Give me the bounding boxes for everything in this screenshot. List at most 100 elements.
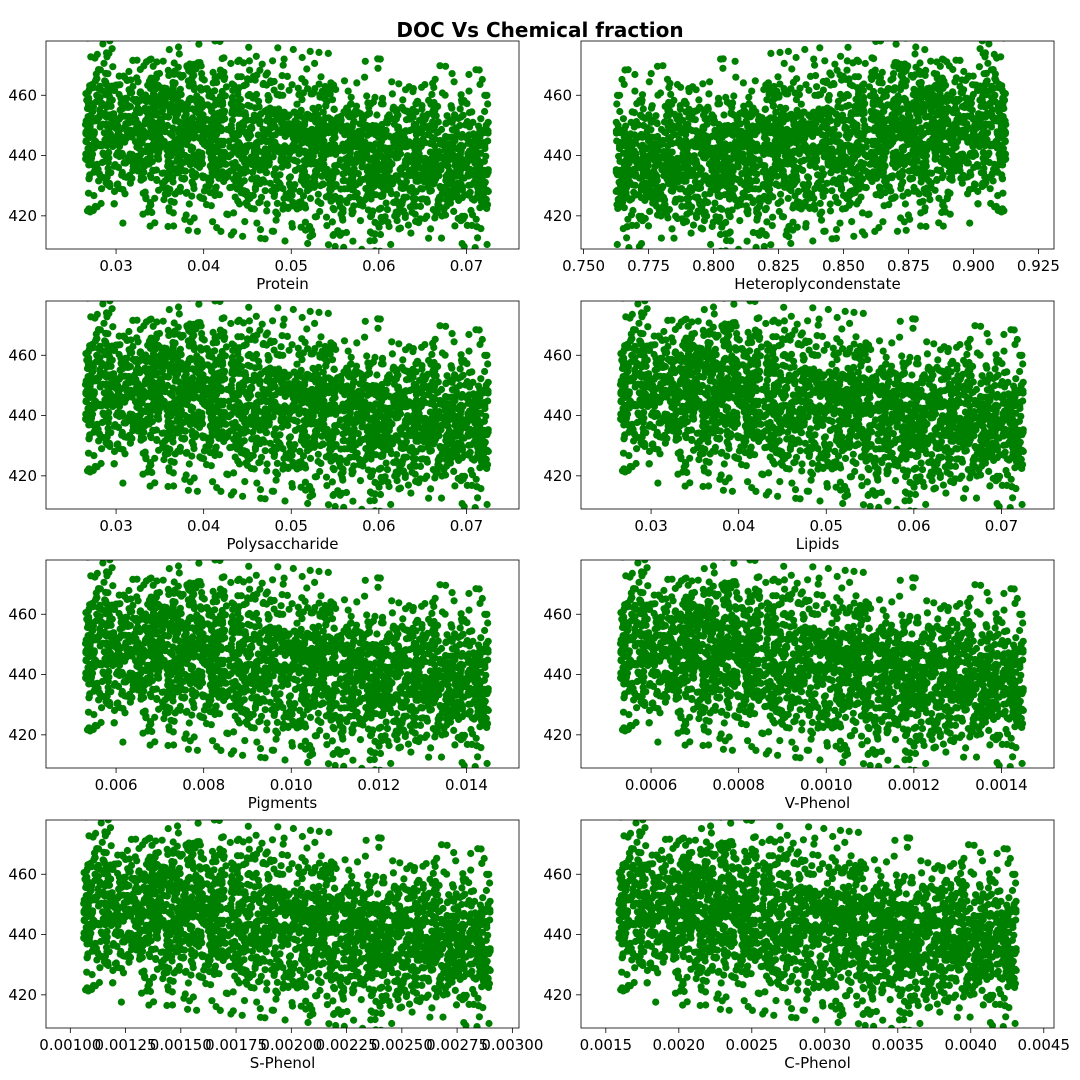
scatter-point [692, 172, 700, 180]
scatter-point [689, 83, 697, 91]
scatter-point [202, 201, 211, 209]
scatter-point [160, 169, 168, 177]
scatter-point [315, 80, 323, 88]
scatter-point [349, 157, 357, 165]
scatter-point [704, 105, 712, 113]
scatter-point [909, 91, 917, 99]
scatter-point [81, 120, 90, 129]
scatter-point [363, 173, 371, 181]
scatter-point [331, 192, 339, 200]
scatter-point [768, 222, 776, 230]
scatter-point [855, 88, 863, 96]
scatter-point [85, 41, 90, 42]
scatter-point [308, 158, 316, 166]
scatter-point [142, 91, 150, 99]
scatter-point [160, 84, 168, 92]
y-tick-label: 440 [8, 147, 37, 165]
scatter-point [826, 200, 834, 208]
scatter-point [346, 193, 354, 201]
scatter-point [964, 190, 972, 198]
scatter-point [877, 87, 885, 95]
scatter-point [688, 115, 697, 123]
scatter-point [1000, 150, 1009, 158]
scatter-point [244, 101, 252, 109]
scatter-point [769, 213, 777, 221]
scatter-point [468, 211, 477, 219]
scatter-point [365, 103, 373, 111]
scatter-point [483, 240, 491, 249]
scatter-point [931, 81, 939, 90]
figure-title: DOC Vs Chemical fraction [396, 18, 683, 42]
scatter-point [423, 195, 431, 203]
scatter-point [336, 202, 344, 210]
scatter-point [323, 222, 331, 230]
scatter-point [657, 234, 666, 242]
scatter-point [689, 166, 697, 175]
scatter-point [230, 163, 238, 171]
scatter-point [316, 116, 324, 124]
scatter-point [220, 68, 228, 76]
scatter-point [115, 152, 123, 161]
scatter-point [195, 110, 203, 118]
scatter-point [369, 98, 377, 106]
scatter-point [805, 120, 813, 128]
scatter-point [763, 218, 771, 226]
scatter-point [767, 241, 775, 249]
scatter-point [452, 172, 460, 180]
scatter-point [477, 225, 485, 233]
scatter-point [676, 185, 684, 193]
scatter-point [322, 125, 330, 133]
scatter-point [190, 214, 198, 222]
scatter-point [388, 78, 396, 86]
scatter-point [847, 187, 855, 195]
scatter-point [228, 93, 236, 102]
scatter-point [448, 70, 456, 78]
scatter-point [156, 129, 164, 137]
scatter-point [481, 107, 489, 116]
scatter-point [413, 252, 420, 259]
scatter-point [623, 234, 631, 242]
scatter-point [949, 65, 957, 74]
scatter-point [980, 26, 987, 33]
scatter-point [760, 150, 768, 159]
scatter-point [206, 162, 214, 170]
scatter-point [216, 41, 224, 46]
scatter-point [381, 160, 389, 168]
scatter-point [720, 111, 728, 119]
scatter-point [933, 176, 941, 184]
scatter-point [169, 89, 177, 97]
scatter-point [442, 62, 450, 70]
scatter-point [239, 127, 247, 135]
scatter-point [728, 130, 736, 138]
scatter-point [244, 134, 253, 142]
scatter-point [129, 82, 137, 91]
scatter-point [361, 73, 369, 81]
scatter-point [178, 131, 186, 139]
scatter-point [163, 121, 172, 130]
scatter-point [981, 53, 989, 61]
x-tick-label: 0.03 [99, 257, 132, 275]
scatter-point [817, 216, 826, 224]
scatter-point [686, 126, 694, 134]
scatter-point [202, 183, 210, 191]
scatter-point [361, 196, 369, 204]
scatter-point [85, 161, 93, 169]
scatter-point [171, 109, 179, 117]
scatter-point [794, 187, 803, 195]
scatter-point [215, 174, 223, 182]
scatter-point [371, 131, 379, 139]
scatter-point [284, 204, 292, 213]
scatter-point [832, 164, 840, 172]
scatter-point [178, 140, 186, 149]
scatter-point [303, 65, 311, 73]
scatter-point [705, 90, 713, 98]
scatter-point [628, 108, 636, 116]
scatter-point [848, 154, 856, 162]
scatter-point [271, 138, 279, 146]
scatter-point [193, 227, 201, 235]
scatter-point [394, 123, 403, 131]
scatter-point [753, 214, 762, 222]
scatter-point [718, 205, 726, 213]
scatter-point [161, 190, 169, 198]
scatter-point [159, 57, 167, 65]
